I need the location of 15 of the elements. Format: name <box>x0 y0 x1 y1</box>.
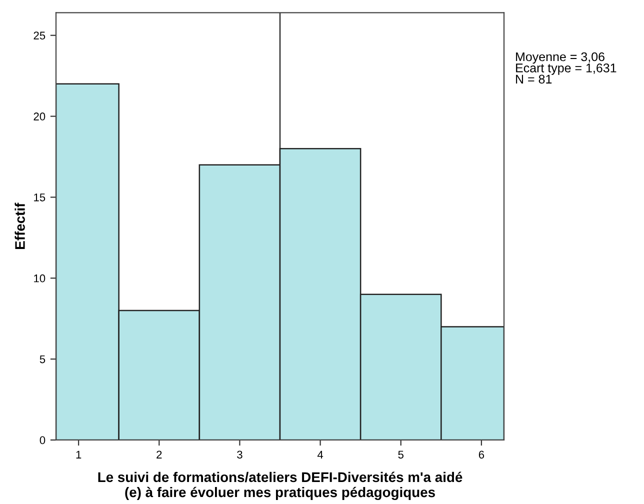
y-tick-label: 15 <box>34 194 46 202</box>
y-tick-label: 20 <box>34 112 46 120</box>
x-tick-label: 2 <box>156 450 162 458</box>
x-tick-label: 6 <box>478 450 484 459</box>
x-tick-label: 4 <box>317 450 324 458</box>
x-tick-label: 1 <box>76 450 82 458</box>
y-axis-title: Effectif <box>14 202 25 249</box>
x-tick-label: 3 <box>237 450 242 459</box>
x-tick-label: 5 <box>398 450 404 459</box>
x-axis-title: Le suivi de formations/ateliers DEFI-Diversités m'a aidé (e) à faire évoluer mes pratiques pédagogiques <box>98 472 462 500</box>
y-tick-label: 5 <box>40 355 46 364</box>
text: Moyenne = 3,06 Ecart type = 1,631 N = 81 <box>516 52 616 84</box>
y-tick-label: 10 <box>34 274 46 282</box>
y-tick-label: 0 <box>40 436 46 444</box>
y-tick-label: 25 <box>34 32 46 40</box>
